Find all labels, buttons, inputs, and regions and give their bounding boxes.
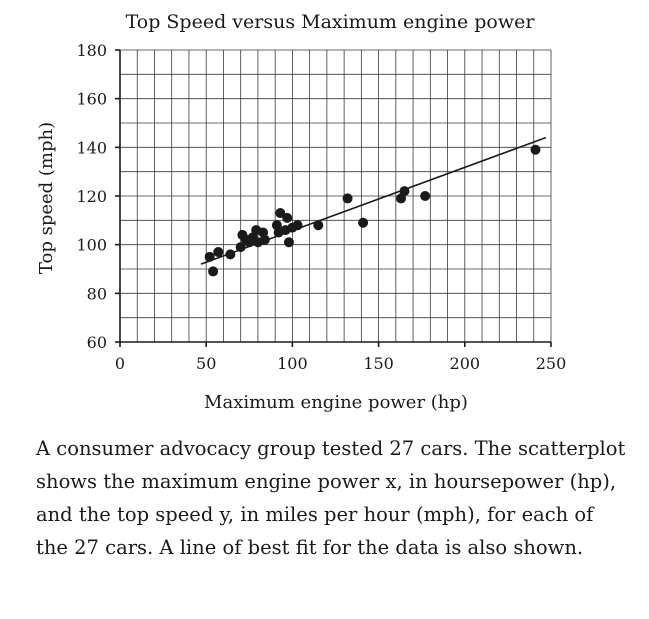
caption-text: A consumer advocacy group tested 27 cars… (36, 437, 626, 559)
data-point (358, 217, 369, 228)
y-tick-label: 60 (87, 333, 107, 352)
data-point (313, 220, 324, 231)
data-point (342, 193, 353, 204)
y-tick-label: 160 (76, 90, 107, 109)
x-tick-label: 50 (196, 354, 216, 373)
data-point (225, 249, 236, 260)
y-axis-label: Top speed (mph) (36, 122, 57, 274)
y-tick-label: 120 (76, 187, 107, 206)
x-tick-label: 250 (536, 354, 567, 373)
x-tick-label: 0 (115, 354, 125, 373)
data-point (292, 220, 303, 231)
data-point (282, 212, 293, 223)
x-tick-label: 150 (363, 354, 394, 373)
x-axis-label: Maximum engine power (hp) (204, 392, 468, 413)
caption: A consumer advocacy group tested 27 cars… (36, 432, 626, 564)
data-point (208, 266, 219, 277)
y-tick-label: 100 (76, 236, 107, 255)
grid (119, 49, 552, 343)
x-tick-label: 100 (277, 354, 308, 373)
tick-labels: 0 50 100 150 200 250 60 80 100 120 140 160 180 (76, 41, 566, 373)
data-point (235, 242, 246, 253)
axes (115, 49, 552, 347)
y-tick-label: 80 (87, 284, 107, 303)
data-points (204, 144, 541, 277)
x-tick-label: 200 (450, 354, 481, 373)
data-point (213, 246, 224, 257)
data-point (399, 186, 410, 197)
data-point (259, 234, 270, 245)
data-point (283, 237, 294, 248)
y-tick-label: 180 (76, 41, 107, 60)
y-tick-label: 140 (76, 138, 107, 157)
scatter-chart: Top Speed versus Maximum engine power 0 5… (36, 11, 566, 413)
data-point (204, 251, 215, 262)
data-point (530, 144, 541, 155)
chart-title: Top Speed versus Maximum engine power (126, 11, 536, 33)
data-point (420, 191, 431, 201)
